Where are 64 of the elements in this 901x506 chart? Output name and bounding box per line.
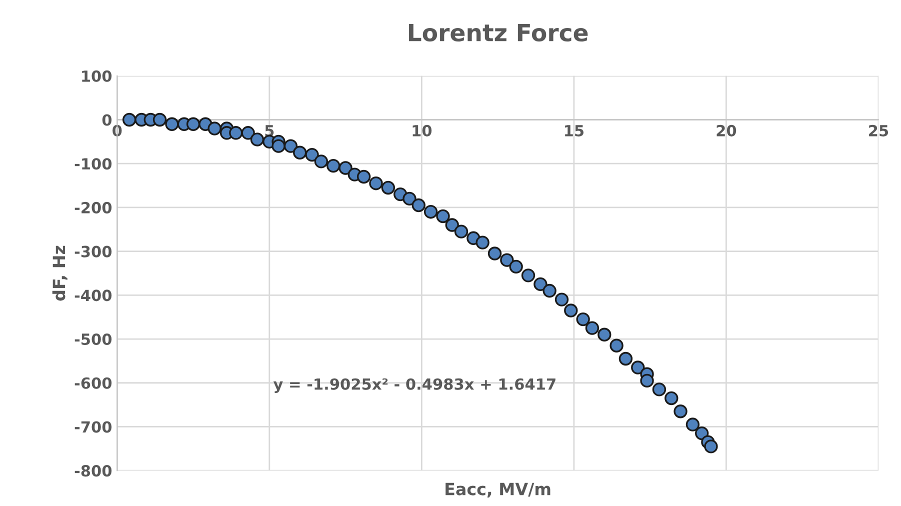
y-tick-label: -200	[74, 202, 112, 214]
point	[272, 139, 286, 153]
point	[152, 112, 167, 127]
point	[186, 117, 200, 131]
point	[402, 192, 416, 206]
point	[618, 352, 633, 366]
y-tick-label: -800	[74, 465, 112, 477]
point	[476, 236, 490, 250]
annotation: y = -1.9025x² - 0.4983x + 1.6417	[273, 378, 556, 393]
point	[305, 148, 319, 162]
point	[500, 253, 514, 267]
point	[381, 180, 396, 195]
point	[664, 391, 678, 406]
point	[326, 158, 340, 173]
point	[229, 126, 243, 140]
point	[686, 418, 700, 432]
x-tick-label: 15	[565, 125, 584, 136]
y-tick-label: -300	[74, 246, 112, 258]
point	[293, 146, 307, 160]
point	[436, 209, 450, 224]
x-axis-title: Eacc, MV/m	[446, 482, 550, 498]
point	[338, 161, 352, 175]
point	[576, 312, 590, 326]
x-tick-label: 25	[869, 124, 888, 136]
point	[314, 154, 328, 168]
y-tick-label: -400	[74, 290, 112, 302]
y-tick-label: -700	[74, 421, 112, 433]
chart-title: Lorentz Force	[408, 24, 588, 42]
point	[488, 246, 502, 260]
point	[250, 132, 264, 146]
point	[208, 122, 222, 136]
point	[631, 360, 645, 374]
point	[640, 374, 654, 388]
point	[241, 126, 255, 140]
point	[554, 292, 569, 306]
y-tick-label: -600	[74, 377, 112, 389]
point	[356, 170, 371, 184]
point	[424, 204, 438, 219]
point	[445, 218, 459, 232]
point	[369, 176, 383, 190]
point	[542, 284, 556, 298]
x-tick-label: 20	[716, 124, 736, 136]
y-tick-label: -100	[74, 158, 112, 170]
y-axis-title: dF, Hz	[52, 246, 68, 301]
point	[534, 277, 548, 292]
point	[652, 382, 666, 396]
y-tick-label: -500	[74, 333, 112, 346]
point	[564, 304, 578, 318]
point	[454, 224, 468, 238]
point	[674, 404, 688, 418]
point	[585, 321, 600, 335]
point	[412, 198, 426, 212]
y-tick-label: 100	[82, 70, 112, 82]
x-tick-label: 10	[412, 124, 432, 136]
x-tick-label: 0	[112, 124, 122, 136]
point	[610, 338, 624, 352]
y-tick-label: 0	[102, 114, 112, 126]
point	[165, 117, 179, 131]
point	[521, 268, 536, 282]
point	[122, 112, 136, 127]
point	[284, 139, 298, 153]
point	[509, 260, 523, 274]
point	[704, 440, 718, 454]
point	[598, 328, 612, 342]
